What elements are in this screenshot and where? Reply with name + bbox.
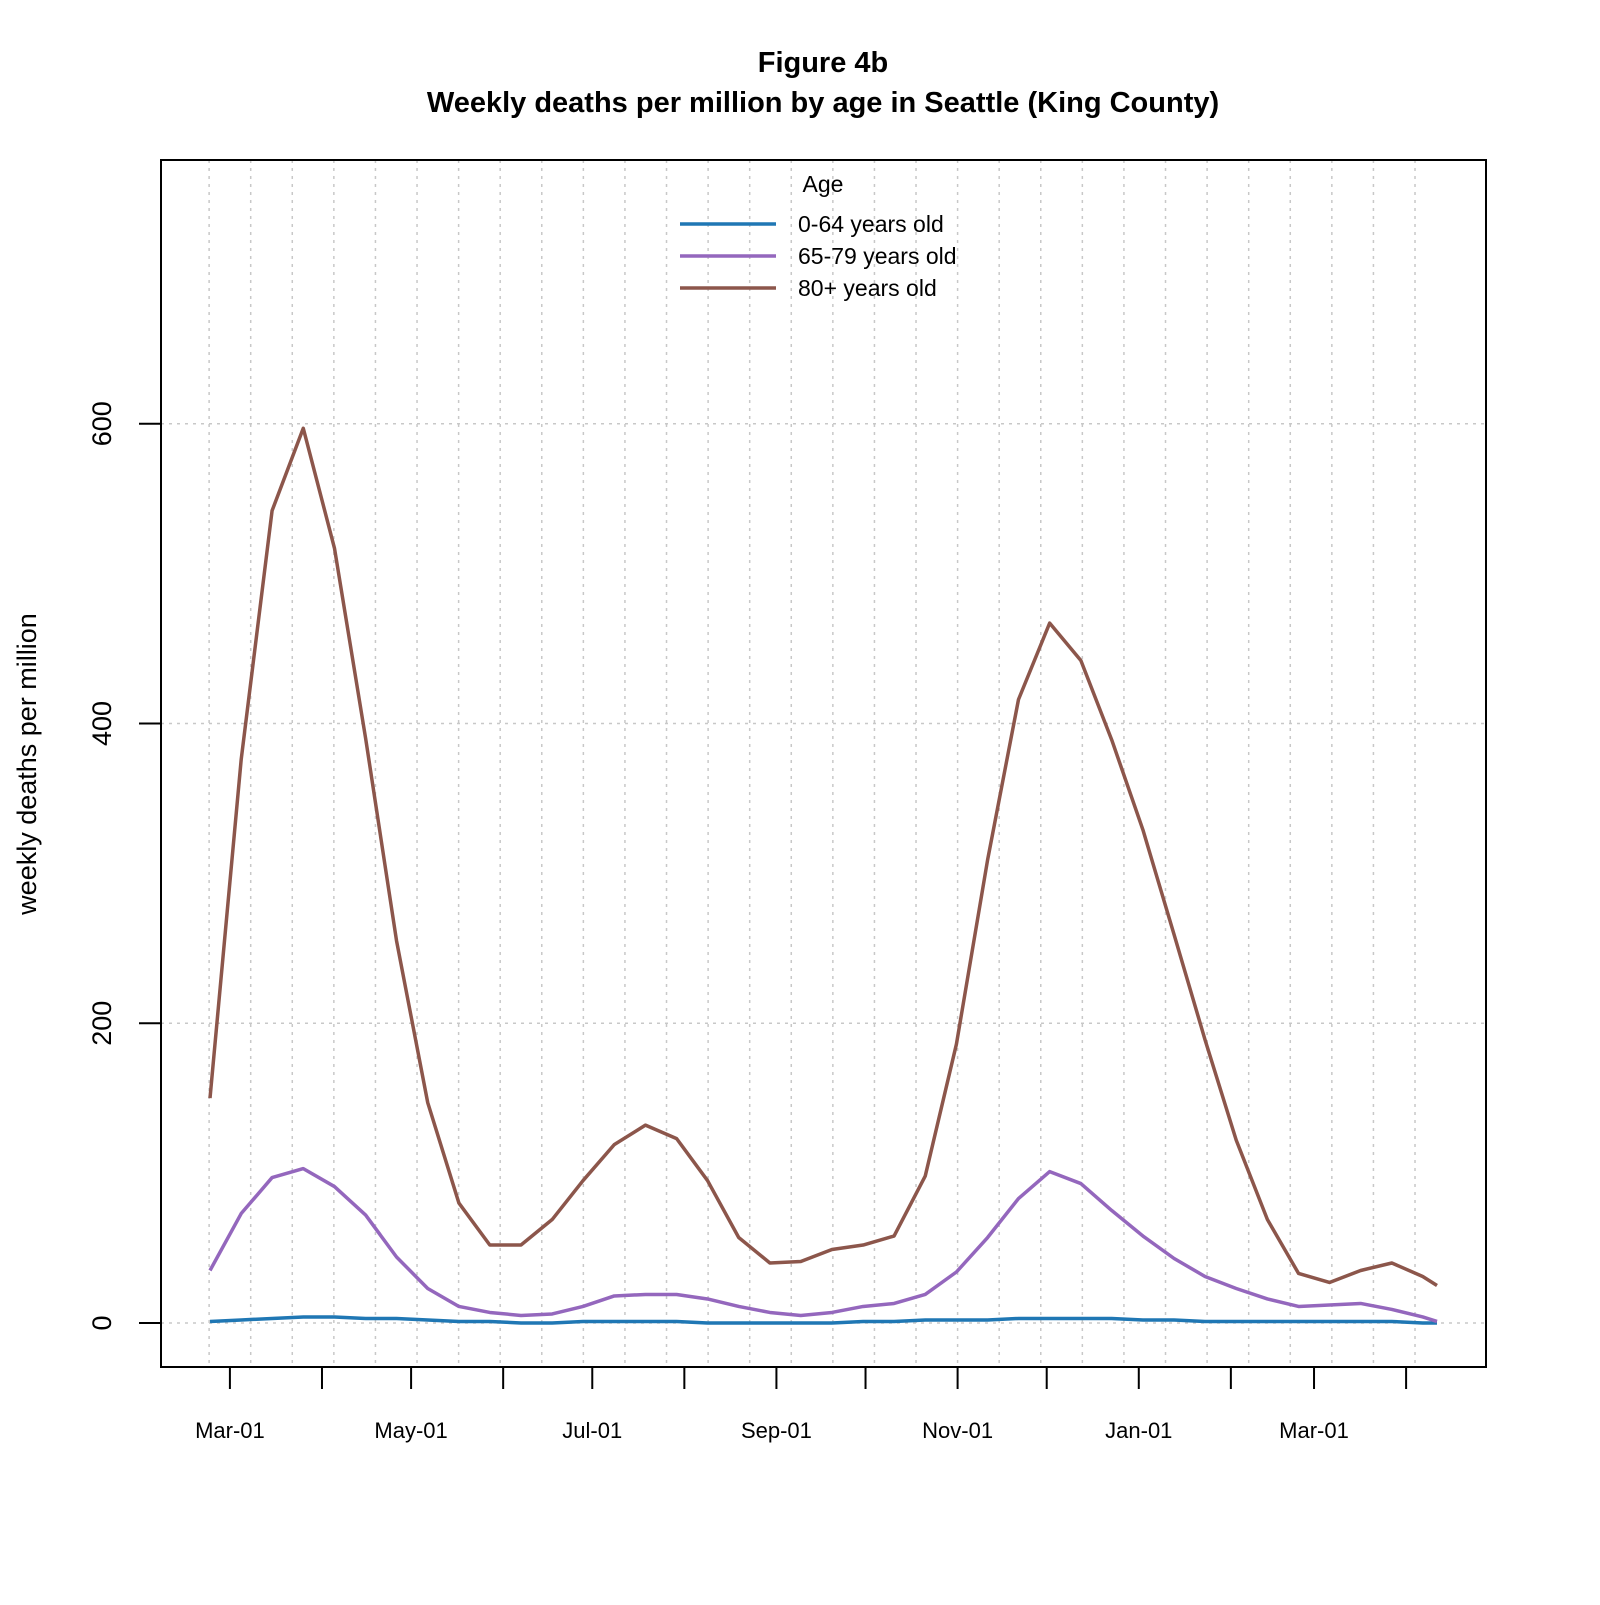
legend-title: Age bbox=[803, 171, 844, 197]
series-line bbox=[209, 1315, 1437, 1325]
y-tick-label: 200 bbox=[87, 1001, 117, 1046]
x-tick-label: Mar-01 bbox=[1279, 1418, 1349, 1443]
legend-label: 0-64 years old bbox=[798, 211, 944, 237]
x-tick-label: May-01 bbox=[374, 1418, 447, 1443]
plot-frame bbox=[160, 159, 1487, 1368]
y-tick-label: 600 bbox=[87, 401, 117, 446]
x-tick-label: Jan-01 bbox=[1105, 1418, 1172, 1443]
legend-label: 80+ years old bbox=[798, 275, 937, 301]
y-tick-label: 0 bbox=[87, 1315, 117, 1330]
chart-subtitle: Weekly deaths per million by age in Seat… bbox=[427, 87, 1219, 119]
chart-title: Figure 4b bbox=[758, 47, 889, 79]
legend-label: 65-79 years old bbox=[798, 243, 957, 269]
x-tick-label: Mar-01 bbox=[195, 1418, 265, 1443]
series-line bbox=[208, 1166, 1438, 1324]
series-line bbox=[208, 426, 1438, 1287]
x-tick-label: Sep-01 bbox=[741, 1418, 812, 1443]
y-tick-label: 400 bbox=[87, 701, 117, 746]
y-axis-label: weekly deaths per million bbox=[12, 613, 42, 916]
x-tick-label: Jul-01 bbox=[562, 1418, 622, 1443]
x-tick-label: Nov-01 bbox=[922, 1418, 993, 1443]
